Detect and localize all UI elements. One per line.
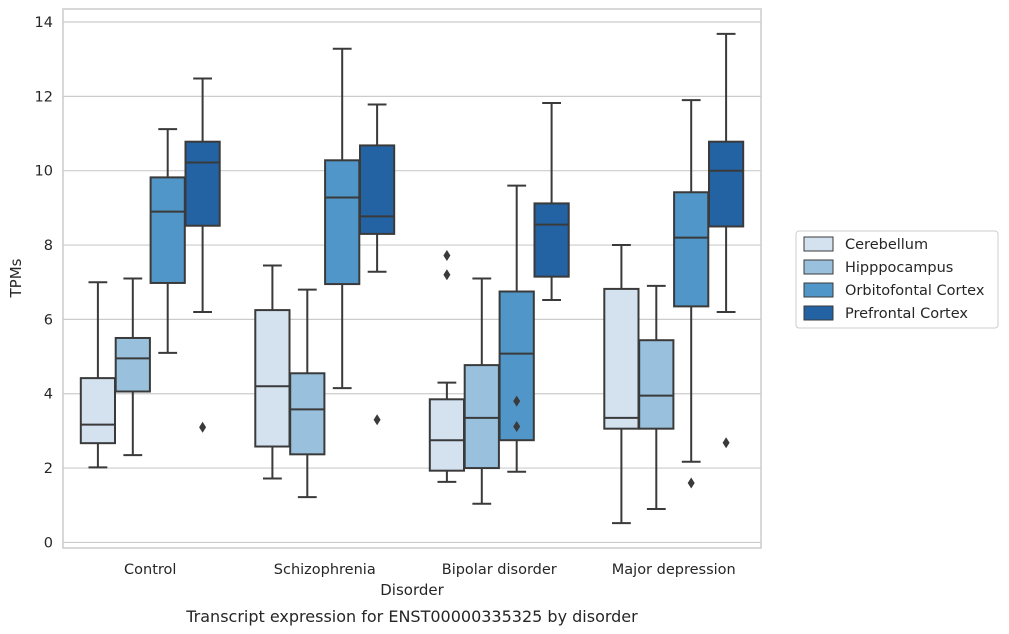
box-cerebellum bbox=[428, 249, 466, 483]
x-tick-label: Schizophrenia bbox=[274, 562, 376, 578]
box-iqr bbox=[254, 309, 291, 448]
outlier-point bbox=[443, 249, 451, 261]
x-tick-label: Major depression bbox=[612, 562, 736, 578]
outlier-point bbox=[687, 477, 695, 489]
box-iqr bbox=[114, 336, 151, 393]
legend-swatch bbox=[803, 259, 834, 275]
outlier-point bbox=[373, 414, 381, 426]
box-hipppocampus bbox=[114, 277, 151, 457]
x-tick-label: Bipolar disorder bbox=[442, 562, 557, 578]
box-iqr bbox=[707, 140, 745, 228]
y-tick-labels: 0 2 4 6 8 10 12 14 bbox=[35, 15, 53, 551]
box-prefrontal-cortex bbox=[184, 77, 221, 433]
x-axis-label: Disorder bbox=[380, 581, 444, 599]
legend-label: Cerebellum bbox=[845, 237, 928, 253]
legend-swatch bbox=[803, 282, 834, 298]
box-orbitofontal-cortex bbox=[324, 47, 361, 390]
outlier-point bbox=[513, 395, 521, 407]
plot-frame bbox=[62, 8, 762, 549]
chart-caption: Transcript expression for ENST0000033532… bbox=[185, 607, 638, 626]
y-axis-label: TPMs bbox=[7, 258, 25, 298]
y-tick-label: 6 bbox=[44, 312, 53, 328]
y-tick-label: 2 bbox=[44, 461, 53, 477]
x-tick-label: Control bbox=[124, 562, 176, 578]
box-iqr bbox=[79, 377, 117, 445]
legend: Cerebellum Hipppocampus Orbitofontal Corte… bbox=[795, 230, 999, 329]
box-iqr bbox=[603, 287, 640, 430]
box-iqr bbox=[358, 144, 396, 235]
box-prefrontal-cortex bbox=[358, 103, 396, 426]
y-tick-label: 4 bbox=[44, 387, 53, 403]
box-cerebellum bbox=[254, 264, 291, 480]
box-iqr bbox=[463, 364, 500, 470]
legend-frame bbox=[795, 230, 999, 329]
box-iqr bbox=[673, 191, 710, 308]
outlier-point bbox=[199, 421, 207, 433]
box-orbitofontal-cortex bbox=[673, 99, 710, 489]
box-iqr bbox=[324, 159, 361, 286]
y-tick-label: 14 bbox=[35, 15, 53, 31]
box-orbitofontal-cortex bbox=[498, 184, 535, 473]
box-iqr bbox=[428, 398, 466, 472]
box-iqr bbox=[184, 140, 221, 227]
box-iqr bbox=[638, 339, 675, 430]
box-orbitofontal-cortex bbox=[149, 128, 186, 354]
box-hipppocampus bbox=[463, 277, 500, 505]
y-tick-label: 10 bbox=[35, 164, 53, 180]
y-tick-label: 0 bbox=[44, 535, 53, 551]
outlier-point bbox=[513, 420, 521, 432]
outlier-point bbox=[443, 269, 451, 281]
x-tick-labels: Control Schizophrenia Bipolar disorder Majo… bbox=[124, 562, 736, 578]
boxes-layer bbox=[79, 32, 745, 525]
box-iqr bbox=[149, 176, 186, 284]
legend-swatch bbox=[803, 305, 834, 321]
box-hipppocampus bbox=[289, 288, 326, 499]
legend-swatch bbox=[803, 236, 834, 252]
box-cerebellum bbox=[603, 244, 640, 525]
box-iqr bbox=[498, 290, 535, 442]
box-hipppocampus bbox=[638, 284, 675, 510]
box-prefrontal-cortex bbox=[707, 32, 745, 449]
box-cerebellum bbox=[79, 281, 117, 469]
box-iqr bbox=[289, 372, 326, 456]
outlier-point bbox=[722, 437, 730, 449]
box-prefrontal-cortex bbox=[533, 102, 570, 302]
legend-label: Hipppocampus bbox=[845, 260, 953, 276]
legend-label: Orbitofontal Cortex bbox=[845, 283, 985, 299]
legend-label: Prefrontal Cortex bbox=[845, 306, 968, 322]
box-iqr bbox=[533, 202, 570, 278]
y-tick-label: 12 bbox=[35, 89, 53, 105]
y-tick-label: 8 bbox=[44, 238, 53, 254]
